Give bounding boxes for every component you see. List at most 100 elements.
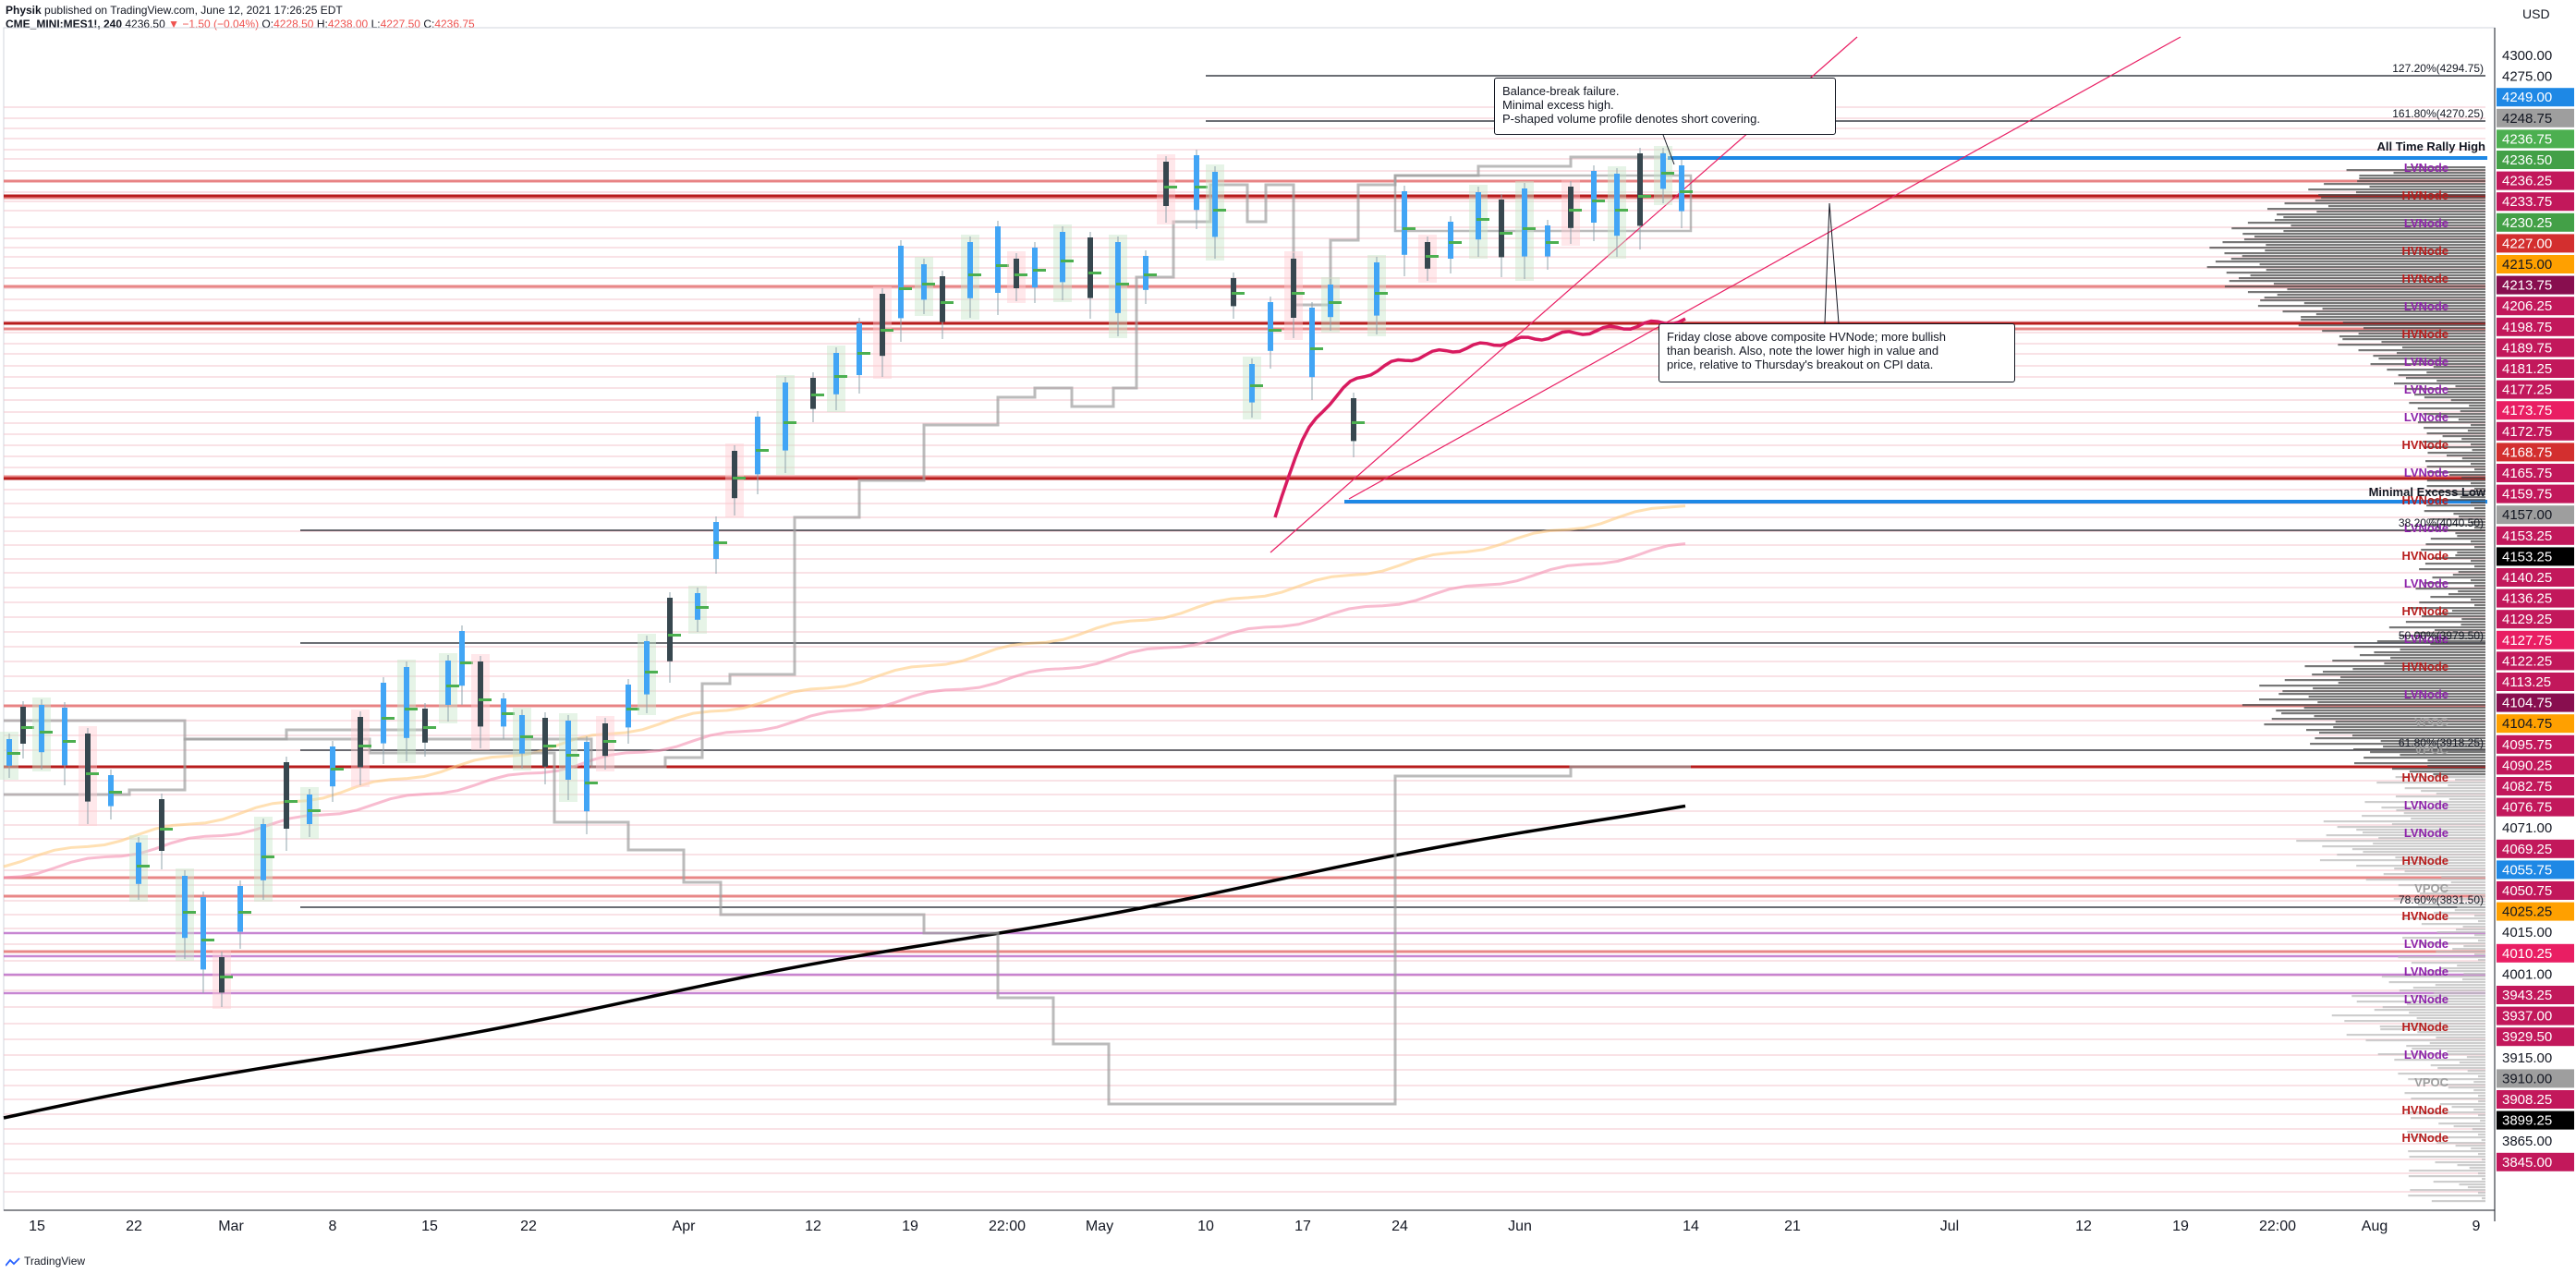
volume-profile-bar xyxy=(2308,188,2485,191)
volume-profile-bar xyxy=(2369,186,2485,188)
volume-profile-bar xyxy=(2408,1150,2485,1153)
volume-profile-bar xyxy=(2473,1089,2485,1092)
volume-profile-bar xyxy=(2411,1117,2485,1120)
volume-profile-bar xyxy=(2452,948,2485,951)
volume-profile-bar xyxy=(2478,1114,2485,1117)
volume-profile-bar xyxy=(2432,576,2485,579)
volume-profile-bar xyxy=(2224,285,2485,288)
volume-profile-bar xyxy=(2363,831,2485,834)
annotation-pointer xyxy=(1824,202,1840,324)
volume-profile-bar xyxy=(2363,851,2485,854)
volume-profile-bar xyxy=(2433,912,2485,915)
author-name[interactable]: Physik xyxy=(6,4,42,17)
volume-profile-bar xyxy=(2405,621,2485,624)
volume-node-label: LVNode xyxy=(2404,826,2448,840)
price-axis-tag xyxy=(2497,651,2574,671)
footer-branding[interactable]: TradingView xyxy=(5,1252,85,1270)
price-axis-tag xyxy=(2497,1069,2574,1088)
candle-body xyxy=(1402,191,1407,255)
volume-profile-bar xyxy=(2362,815,2485,818)
volume-profile-bar xyxy=(2480,1120,2485,1122)
volume-profile-bar xyxy=(2359,654,2485,657)
price-axis-label: 4165.75 xyxy=(2502,466,2552,481)
candle-body xyxy=(644,641,650,695)
volume-profile-bar xyxy=(2296,840,2485,843)
candle-body xyxy=(404,667,409,738)
volume-profile-bar xyxy=(2463,945,2485,948)
volume-profile-bar xyxy=(2322,845,2485,848)
volume-profile-bar xyxy=(2242,704,2485,707)
volume-profile-bar xyxy=(2431,1200,2485,1203)
volume-profile-bar xyxy=(2474,468,2485,471)
candle-body xyxy=(108,775,114,807)
volume-profile-bar xyxy=(2411,1098,2485,1100)
volume-profile-bar xyxy=(2436,1142,2485,1145)
volume-profile-bar xyxy=(2440,967,2485,970)
volume-profile-bar xyxy=(2318,732,2485,734)
poc-marker xyxy=(811,394,824,396)
candle-body xyxy=(921,264,927,300)
volume-profile-bar xyxy=(2355,191,2485,194)
volume-profile-bar xyxy=(2419,892,2485,895)
price-axis-label: 4055.75 xyxy=(2502,862,2552,878)
volume-profile-bar xyxy=(2402,937,2485,940)
volume-profile-bar xyxy=(2396,352,2485,355)
price-axis-tag xyxy=(2497,192,2574,212)
volume-profile-bar xyxy=(2466,1056,2485,1059)
price-axis-label: 4095.75 xyxy=(2502,737,2552,753)
price-axis-label: 3937.00 xyxy=(2502,1009,2552,1025)
poc-marker xyxy=(1310,347,1323,350)
poc-marker xyxy=(137,865,150,868)
price-axis-label: 3865.00 xyxy=(2502,1134,2552,1149)
annotation-line: P-shaped volume profile denotes short co… xyxy=(1502,112,1760,126)
time-axis-label: Mar xyxy=(218,1219,244,1234)
annotation-line: than bearish. Also, note the lower high … xyxy=(1667,344,1939,358)
candle-body xyxy=(755,417,760,475)
volume-profile-bar xyxy=(2351,734,2485,737)
poc-marker xyxy=(201,939,214,941)
candle-body xyxy=(1143,256,1148,290)
annotation-friday-close[interactable]: Friday close above composite HVNode; mor… xyxy=(1659,323,2015,382)
price-axis-label: 3910.00 xyxy=(2502,1071,2552,1086)
volume-profile-bar xyxy=(2226,272,2485,274)
price-axis-label: 3899.25 xyxy=(2502,1113,2552,1129)
volume-profile-bar xyxy=(2382,1006,2485,1009)
volume-profile-bar xyxy=(2380,1028,2485,1031)
price-axis-label: 4181.25 xyxy=(2502,361,2552,377)
poc-marker xyxy=(40,731,53,734)
volume-profile-bar xyxy=(2398,956,2485,959)
volume-profile-bar xyxy=(2401,917,2485,920)
volume-profile-bar xyxy=(2463,973,2485,976)
poc-marker xyxy=(1569,209,1582,212)
volume-profile-bar xyxy=(2215,261,2485,263)
volume-profile-bar xyxy=(2338,344,2485,346)
volume-profile-bar xyxy=(2460,410,2485,413)
price-axis-tag xyxy=(2497,986,2574,1004)
price-axis-label: 4050.75 xyxy=(2502,883,2552,899)
volume-profile-bar xyxy=(2435,984,2485,987)
annotation-balance-break[interactable]: Balance-break failure. Minimal excess hi… xyxy=(1494,78,1836,135)
volume-node-label: HVNode xyxy=(2401,909,2448,923)
price-axis-label: 4227.00 xyxy=(2502,236,2552,251)
volume-profile-bar xyxy=(2429,1042,2485,1045)
candle-body xyxy=(261,824,266,880)
volume-profile-bar xyxy=(2426,485,2485,488)
volume-node-label: LVNode xyxy=(2404,965,2448,978)
volume-profile-bar xyxy=(2450,881,2485,884)
volume-profile-bar xyxy=(2271,718,2485,721)
volume-profile-bar xyxy=(2324,183,2485,186)
volume-profile-bar xyxy=(2335,721,2485,723)
price-axis-label: 4076.75 xyxy=(2502,800,2552,816)
volume-profile-bar xyxy=(2409,1170,2485,1172)
volume-profile-bar xyxy=(2426,504,2485,507)
volume-profile-bar xyxy=(2456,928,2485,931)
volume-profile-bar xyxy=(2430,596,2485,599)
candle-body xyxy=(1115,242,1121,313)
volume-node-label: HVNode xyxy=(2401,854,2448,868)
volume-profile-bar xyxy=(2426,432,2485,435)
volume-profile-bar xyxy=(2421,790,2485,793)
volume-profile-bar xyxy=(2301,319,2485,322)
volume-profile-bar xyxy=(2409,402,2485,405)
volume-profile-bar xyxy=(2461,624,2485,626)
